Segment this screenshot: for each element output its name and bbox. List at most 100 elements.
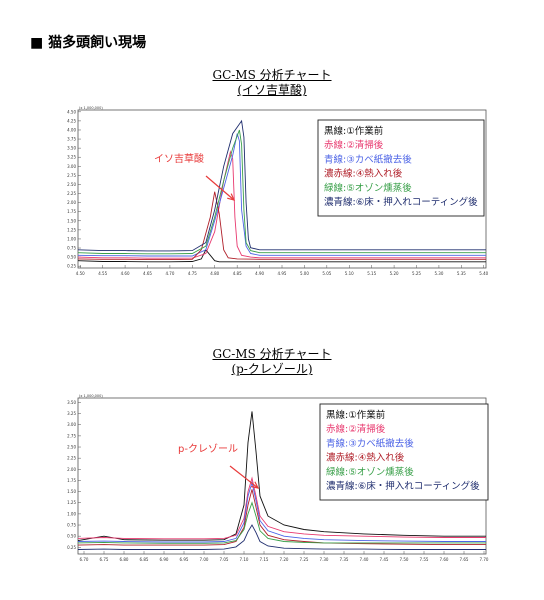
chart1-y-tick-label: 3.75 <box>67 137 76 142</box>
chart1-legend-item-5: 緑線:⑤オゾン燻蒸後 <box>324 182 412 194</box>
chart2-subtitle: (p-クレゾール) <box>231 362 313 376</box>
chart2-title-block: GC-MS 分析チャート (p-クレゾール) <box>0 347 544 377</box>
chart1-y-tick-label: 3.00 <box>67 164 76 169</box>
chart1-legend-item-2: 赤線:②清掃後 <box>324 139 384 151</box>
chart2-y-tick-label: 3.25 <box>67 411 76 416</box>
chart2-x-tick-label: 7.05 <box>220 557 229 562</box>
chart1-y-tick-label: 0.75 <box>67 246 76 251</box>
chart2-x-tick-label: 6.85 <box>140 557 149 562</box>
chart2-y-tick-label: 2.50 <box>67 445 76 450</box>
chart1-y-tick-label: 4.50 <box>67 109 76 114</box>
chart1-series-line-3 <box>77 133 486 257</box>
chart2-x-tick-label: 6.70 <box>80 557 89 562</box>
chart1-annotation-arrow <box>205 175 235 201</box>
chart2-x-tick-label: 7.35 <box>340 557 349 562</box>
chart1-x-tick-label: 4.55 <box>98 271 107 276</box>
chart1-x-tick-label: 5.25 <box>412 271 421 276</box>
page-heading: ■ 猫多頭飼い現場 <box>30 35 147 51</box>
chart1-y-tick-label: 0.25 <box>67 264 76 269</box>
chart1-legend-item-4: 濃赤線:④熱入れ後 <box>324 168 403 180</box>
chart1-legend-item-1: 黒線:①作業前 <box>324 125 383 137</box>
chart2-y-tick-label: 2.75 <box>67 433 76 438</box>
chart1-y-tick-label: 1.25 <box>67 227 76 232</box>
chart2-y-tick-label: 1.50 <box>67 489 76 494</box>
chart1-x-tick-label: 4.50 <box>76 271 85 276</box>
chart2-series-line-6 <box>77 524 486 550</box>
chart2-x-tick-label: 7.15 <box>260 557 269 562</box>
chart1-x-tick-label: 5.35 <box>457 271 466 276</box>
chart1-corner-label: (x 1,000,000) <box>79 106 103 110</box>
chart1-peak-annotation: イソ吉草酸 <box>154 152 204 165</box>
chart1-series-line-4 <box>77 191 486 261</box>
chart2-legend-item-2: 赤線:②清掃後 <box>326 423 386 435</box>
chart2-x-tick-label: 6.75 <box>100 557 109 562</box>
chart2-x-tick-label: 6.80 <box>120 557 129 562</box>
chart2-x-tick-label: 7.20 <box>280 557 289 562</box>
chart1-x-tick-label: 5.15 <box>367 271 376 276</box>
chart2-x-tick-label: 7.00 <box>200 557 209 562</box>
chart1-x-tick-label: 5.20 <box>390 271 399 276</box>
chart2-x-tick-label: 6.90 <box>160 557 169 562</box>
chart2-x-tick-label: 7.40 <box>360 557 369 562</box>
chart1-x-tick-label: 5.10 <box>345 271 354 276</box>
chart2-legend-item-4: 濃赤線:④熱入れ後 <box>326 452 405 464</box>
chart1-y-tick-label: 2.25 <box>67 191 76 196</box>
chart2-y-tick-label: 1.25 <box>67 500 76 505</box>
chart1-x-tick-label: 4.95 <box>278 271 287 276</box>
chart2-series-line-4 <box>77 489 486 546</box>
chart1-plot: (x 1,000,000) 0.25 0.50 0.75 1.00 1.25 1.50 1.7… <box>67 106 489 276</box>
chart2-x-tick-label: 6.95 <box>180 557 189 562</box>
chart1-x-tick-label: 4.80 <box>210 271 219 276</box>
chart2-annotation-arrow <box>229 465 259 489</box>
chart1-y-tick-label: 1.50 <box>67 218 76 223</box>
chart1-y-tick-label: 3.50 <box>67 146 76 151</box>
chart2-plot: (x 1,000,000) 0.25 0.50 0.75 1.00 1.25 1.50 1.7… <box>67 394 489 562</box>
chart2-corner-label: (x 1,000,000) <box>79 394 103 398</box>
chart1-title: GC-MS 分析チャート <box>212 68 332 82</box>
chart1-legend-item-6: 濃青線:⑥床・押入れコーティング後 <box>324 196 478 208</box>
chart2-x-tick-label: 7.50 <box>400 557 409 562</box>
chart1-x-tick-label: 5.40 <box>479 271 488 276</box>
chart1-x-tick-label: 5.00 <box>300 271 309 276</box>
chart2-y-tick-label: 1.75 <box>67 478 76 483</box>
chart2-series-line-5 <box>77 501 486 544</box>
chart2-x-tick-label: 7.70 <box>480 557 489 562</box>
chart2-y-tick-label: 3.50 <box>67 400 76 405</box>
chart1-x-tick-label: 4.70 <box>165 271 174 276</box>
chart2-title: GC-MS 分析チャート <box>212 347 332 361</box>
chart2-y-tick-label: 1.00 <box>67 511 76 516</box>
chart2-x-tick-label: 7.25 <box>300 557 309 562</box>
chart2-y-tick-label: 2.25 <box>67 456 76 461</box>
chart1-series-line-1 <box>77 248 486 263</box>
chart2-y-tick-label: 3.00 <box>67 422 76 427</box>
chart2-x-tick-label: 7.60 <box>440 557 449 562</box>
chart2-y-tick-label: 0.25 <box>67 545 76 550</box>
chart1-series-line-5 <box>77 129 486 255</box>
chart2-y-tick-label: 2.00 <box>67 467 76 472</box>
chart1-series-line-2 <box>77 150 486 259</box>
chart1-x-tick-label: 5.05 <box>322 271 331 276</box>
chart1-y-tick-label: 3.25 <box>67 155 76 160</box>
chart1-x-tick-label: 4.60 <box>121 271 130 276</box>
chart1-x-tick-label: 4.85 <box>233 271 242 276</box>
chart1-y-tick-label: 2.00 <box>67 200 76 205</box>
chart2-peak-annotation: p-クレゾール <box>178 443 238 455</box>
chart2-x-tick-label: 7.55 <box>420 557 429 562</box>
chart2-legend-item-1: 黒線:①作業前 <box>326 409 385 421</box>
chart1-legend-box <box>317 119 485 217</box>
chart2-legend-item-6: 濃青線:⑥床・押入れコーティング後 <box>326 480 480 492</box>
chart1-y-tick-label: 4.25 <box>67 118 76 123</box>
chart2-annotation-arrowhead <box>251 481 260 489</box>
chart2-x-tick-label: 7.65 <box>460 557 469 562</box>
chart2-x-tick-label: 7.10 <box>240 557 249 562</box>
chart1-y-tick-label: 2.75 <box>67 173 76 178</box>
chart1-y-tick-label: 2.50 <box>67 182 76 187</box>
chart2-legend-item-5: 緑線:⑤オゾン燻蒸後 <box>326 466 414 478</box>
chart1-y-tick-label: 0.50 <box>67 255 76 260</box>
chart1-y-tick-label: 1.75 <box>67 209 76 214</box>
chart1-y-tick-label: 4.00 <box>67 127 76 132</box>
chart1-title-block: GC-MS 分析チャート (イソ吉草酸) <box>0 68 544 98</box>
chart2-series-line-1 <box>77 411 486 542</box>
chart1-subtitle: (イソ吉草酸) <box>237 83 307 97</box>
chart2-x-tick-label: 7.45 <box>380 557 389 562</box>
